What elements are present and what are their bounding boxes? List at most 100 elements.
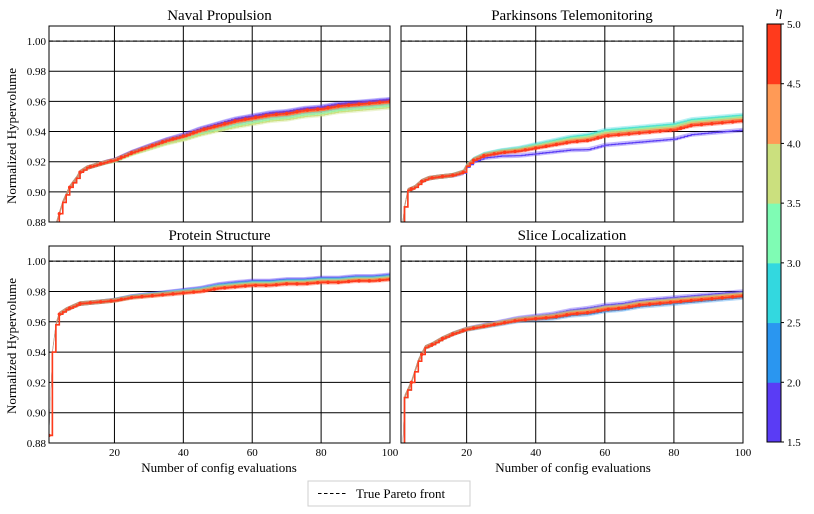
series-marker-eta-5.0 <box>377 278 382 282</box>
series-line-eta-1.5 <box>49 274 390 436</box>
series-marker-eta-5.0 <box>596 136 600 140</box>
series-marker-eta-5.0 <box>171 137 175 141</box>
series-marker-eta-5.0 <box>253 283 258 288</box>
series-marker-eta-5.0 <box>109 159 113 163</box>
series-marker-eta-5.0 <box>129 150 134 155</box>
series-marker-eta-5.0 <box>596 309 600 313</box>
y-tick-label: 0.94 <box>27 127 47 139</box>
series-marker-eta-5.0 <box>420 352 424 357</box>
series-marker-eta-5.0 <box>264 283 268 288</box>
series-marker-eta-5.0 <box>451 173 455 177</box>
series-band-eta-4.0 <box>56 105 390 222</box>
series-marker-eta-5.0 <box>627 305 631 309</box>
y-tick-label: 0.90 <box>27 408 47 420</box>
series-marker-eta-5.0 <box>315 107 320 111</box>
series-marker-eta-5.0 <box>150 143 155 148</box>
colorbar-title: η <box>776 5 783 20</box>
series-marker-eta-5.0 <box>119 297 124 302</box>
series-marker-eta-5.0 <box>513 149 517 154</box>
series-marker-eta-5.0 <box>420 179 424 183</box>
series-marker-eta-5.0 <box>233 119 237 123</box>
series-marker-eta-5.0 <box>534 146 538 150</box>
y-tick-label: 0.94 <box>27 347 47 359</box>
series-marker-eta-5.0 <box>585 138 590 143</box>
series-marker-eta-5.0 <box>616 306 621 311</box>
series-marker-eta-5.0 <box>440 336 445 341</box>
series-marker-eta-5.0 <box>377 100 382 104</box>
legend-label: True Pareto front <box>356 486 445 501</box>
series-marker-eta-5.0 <box>554 314 559 319</box>
panel-title: Slice Localization <box>518 228 627 244</box>
series-band-eta-4.0 <box>402 115 743 222</box>
series-marker-eta-5.0 <box>648 130 652 134</box>
colorbar-tick-label: 4.0 <box>787 138 801 150</box>
y-tick-label: 0.88 <box>27 217 47 229</box>
series-marker-eta-5.0 <box>523 317 528 322</box>
series-marker-eta-5.0 <box>78 301 82 306</box>
colorbar-tick-label: 3.0 <box>787 258 801 270</box>
series-marker-eta-5.0 <box>57 212 62 216</box>
series-marker-eta-5.0 <box>710 121 714 126</box>
series-marker-eta-5.0 <box>627 132 631 136</box>
colorbar-tick-label: 5.0 <box>787 19 801 31</box>
series-marker-eta-5.0 <box>606 134 610 138</box>
x-tick-label: 60 <box>247 447 259 459</box>
series-marker-eta-5.0 <box>399 235 402 238</box>
series-line-eta-5.0 <box>403 295 743 443</box>
series-marker-eta-5.0 <box>202 127 206 131</box>
series-marker-eta-5.0 <box>284 111 289 116</box>
x-axis-label-left: Number of config evaluations <box>141 460 297 475</box>
y-tick-label: 0.90 <box>27 187 47 199</box>
series-group <box>49 272 390 438</box>
series-marker-eta-5.0 <box>668 300 673 305</box>
series-marker-eta-5.0 <box>534 317 538 321</box>
series-marker-eta-5.0 <box>326 280 330 285</box>
series-line-eta-1.5 <box>403 129 743 222</box>
series-marker-eta-5.0 <box>346 279 351 284</box>
series-marker-eta-5.0 <box>264 113 268 118</box>
y-tick-label: 0.88 <box>27 438 47 450</box>
series-marker-eta-5.0 <box>326 106 330 110</box>
series-marker-eta-5.0 <box>637 303 642 307</box>
series-band-eta-3.0 <box>49 274 390 438</box>
panel-frame <box>400 25 744 223</box>
series-marker-eta-5.0 <box>575 311 579 316</box>
series-marker-eta-5.0 <box>346 103 351 107</box>
series-marker-eta-5.0 <box>502 320 507 325</box>
series-marker-eta-5.0 <box>689 123 693 128</box>
x-tick-label: 20 <box>461 447 473 459</box>
series-marker-eta-5.0 <box>492 322 496 327</box>
series-marker-eta-5.0 <box>191 130 196 135</box>
series-marker-eta-5.0 <box>575 139 579 144</box>
y-tick-label: 0.92 <box>27 157 46 169</box>
series-marker-eta-5.0 <box>305 108 310 112</box>
series-marker-eta-5.0 <box>367 101 372 105</box>
colorbar-frame <box>766 23 782 443</box>
series-marker-eta-5.0 <box>658 129 662 133</box>
series-marker-eta-5.0 <box>482 153 486 158</box>
series-marker-eta-5.0 <box>88 165 93 169</box>
colorbar-segment <box>767 24 781 85</box>
series-marker-eta-5.0 <box>109 299 113 303</box>
series-group <box>56 96 390 222</box>
series-marker-eta-5.0 <box>160 293 165 297</box>
panel-frame <box>48 245 391 444</box>
series-marker-eta-5.0 <box>720 296 724 300</box>
series-marker-eta-5.0 <box>222 286 227 290</box>
series-marker-eta-5.0 <box>648 302 652 306</box>
series-marker-eta-5.0 <box>181 134 186 138</box>
series-marker-eta-5.0 <box>699 297 704 302</box>
series-marker-eta-5.0 <box>637 131 642 135</box>
x-tick-label: 80 <box>316 447 328 459</box>
series-marker-eta-5.0 <box>336 280 341 285</box>
series-marker-eta-5.0 <box>658 301 662 305</box>
colorbar-segment <box>767 322 781 383</box>
series-marker-eta-5.0 <box>502 150 507 155</box>
x-tick-label: 20 <box>109 447 121 459</box>
panel-title: Naval Propulsion <box>167 8 272 24</box>
series-marker-eta-5.0 <box>222 121 227 126</box>
series-marker-eta-5.0 <box>679 126 683 130</box>
series-marker-eta-5.0 <box>668 128 673 133</box>
series-marker-eta-5.0 <box>202 289 206 293</box>
